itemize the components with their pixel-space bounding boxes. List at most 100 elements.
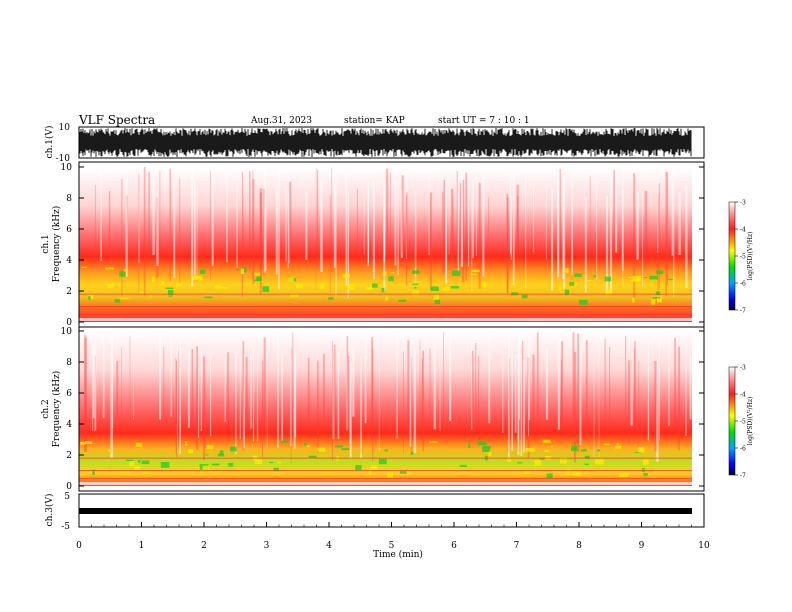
ch1-ytick-top: 10	[59, 123, 71, 133]
time-tick-label-4: 4	[326, 541, 332, 551]
spectrogram-streak	[685, 185, 688, 289]
spectrogram-streak	[533, 185, 534, 253]
freq-tick-label-1: 2	[66, 287, 72, 297]
spectrogram-streak	[511, 348, 513, 451]
spectrogram-band-blob	[199, 277, 203, 281]
ch2-spectrogram-streaks	[79, 331, 692, 485]
spectrogram-band-blob	[384, 449, 388, 452]
spectrogram-band-blob	[334, 445, 344, 448]
spectrogram-band-blob	[619, 473, 628, 477]
spectrogram-streak	[102, 337, 105, 418]
ch3-waveform-panel: 5 -5 ch.3(V)	[44, 492, 705, 532]
spectrogram-streak	[589, 175, 591, 253]
spectrogram-streak	[609, 347, 611, 424]
ch1-ylabel: ch.1(V)	[44, 126, 55, 159]
spectrogram-streak	[84, 337, 87, 452]
spectrogram-streak	[249, 171, 251, 270]
spectrogram-streak	[512, 173, 515, 286]
ch1-spectrogram-panel: 0 2 4 6 8 10 ch.1 Frequency (kHz)	[41, 161, 705, 328]
spectrogram-band-blob	[604, 276, 612, 282]
freq-tick-label-0: 0	[66, 318, 72, 328]
spectrogram-band-blob	[656, 270, 664, 275]
date-label: Aug.31, 2023	[250, 116, 312, 126]
spectrogram-streak	[159, 333, 162, 420]
spectrogram-streak	[615, 171, 618, 253]
spectrogram-streak	[84, 334, 87, 452]
time-tick-label-8: 8	[576, 541, 582, 551]
spectrogram-streak	[360, 356, 362, 459]
spectrogram-band-blob	[434, 299, 440, 305]
spectrogram-band-blob	[151, 276, 155, 283]
time-tick-label-2: 2	[201, 541, 207, 551]
spectrogram-band-blob	[254, 458, 263, 464]
spectrogram-streak	[400, 189, 403, 258]
spectrogram-streak	[459, 183, 461, 262]
spectrogram-streak	[94, 334, 97, 431]
spectrogram-streak	[656, 359, 659, 462]
spectrogram-band-blob	[149, 294, 153, 298]
spectrogram-band-blob	[141, 460, 150, 465]
colorbar-1: -3 -4 -5 -6 -7 log(PSD)(V²/Hz)	[728, 200, 754, 315]
ch1-spectrogram-streaks	[79, 167, 692, 321]
spectrogram-band-blob	[317, 447, 326, 452]
spectrogram-streak	[439, 340, 441, 431]
spectrogram-streak	[460, 167, 463, 267]
spectrogram-streak	[413, 346, 417, 453]
spectrogram-band-blob	[565, 468, 571, 475]
spectrogram-streak	[572, 332, 575, 418]
spectrogram-band-blob	[643, 459, 649, 465]
spectrogram-band-blob	[387, 472, 393, 478]
time-tick-label-9: 9	[639, 541, 645, 551]
spectrogram-band-blob	[341, 273, 350, 278]
spectrogram-band-blob	[564, 289, 570, 296]
spectrogram-streak	[352, 345, 355, 417]
spectrogram-band-blob	[433, 294, 439, 301]
spectrogram-band-blob	[119, 297, 129, 300]
spectrogram-streak	[509, 172, 512, 254]
spectrogram-streak	[488, 197, 489, 267]
spectrogram-streak	[604, 338, 606, 424]
spectrogram-streak	[285, 188, 287, 262]
spectrogram-streak	[163, 346, 165, 438]
spectrogram-streak	[609, 170, 613, 294]
spectrogram-band-blob	[204, 296, 213, 299]
ch2-spectrogram-panel: 0 2 4 6 8 10 ch.2 Frequency (kHz)	[41, 326, 705, 492]
spectrogram-streak	[100, 167, 102, 262]
colorbar-1-label: log(PSD)(V²/Hz)	[747, 232, 754, 281]
spectrogram-streak	[557, 191, 559, 279]
spectrogram-streak	[290, 347, 292, 463]
spectrogram-band-blob	[120, 469, 130, 474]
spectrogram-band-blob	[398, 299, 407, 302]
spectrogram-band-blob	[584, 463, 589, 466]
spectrogram-band-blob	[644, 277, 648, 279]
spectrogram-band-blob	[308, 455, 317, 458]
spectrogram-band-blob	[544, 449, 549, 452]
spectrogram-streak	[210, 170, 211, 281]
spectrogram-band-blob	[584, 456, 590, 458]
spectrogram-streak	[585, 339, 588, 440]
time-tick-label-10: 10	[698, 541, 710, 551]
ch1-ytick-bottom: -10	[56, 154, 71, 164]
spectrogram-band-blob	[521, 294, 528, 299]
colorbar-tick-label-0: -3	[740, 200, 746, 207]
colorbar-2-scale	[728, 366, 736, 476]
spectrogram-gap	[79, 318, 692, 321]
colorbar-tick-label-1: -4	[740, 392, 746, 399]
spectrogram-streak	[173, 183, 176, 279]
colorbar-tick-label-4: -7	[740, 473, 746, 480]
spectrogram-streak	[528, 340, 530, 421]
time-tick-label-0: 0	[76, 541, 82, 551]
spectrogram-band-blob	[599, 458, 603, 461]
spectrogram-streak	[363, 192, 365, 255]
spectrogram-streak	[577, 333, 580, 453]
colorbar-tick-label-2: -5	[740, 254, 746, 261]
spectrogram-streak	[657, 180, 659, 253]
spectrogram-band-blob	[482, 446, 491, 448]
spectrogram-streak	[210, 354, 212, 437]
spectrogram-streak	[315, 167, 317, 290]
spectrogram-band-blob	[657, 296, 662, 303]
spectrogram-streak	[110, 335, 113, 459]
spectrogram-band-blob	[525, 448, 535, 452]
spectrogram-streak	[252, 170, 254, 280]
